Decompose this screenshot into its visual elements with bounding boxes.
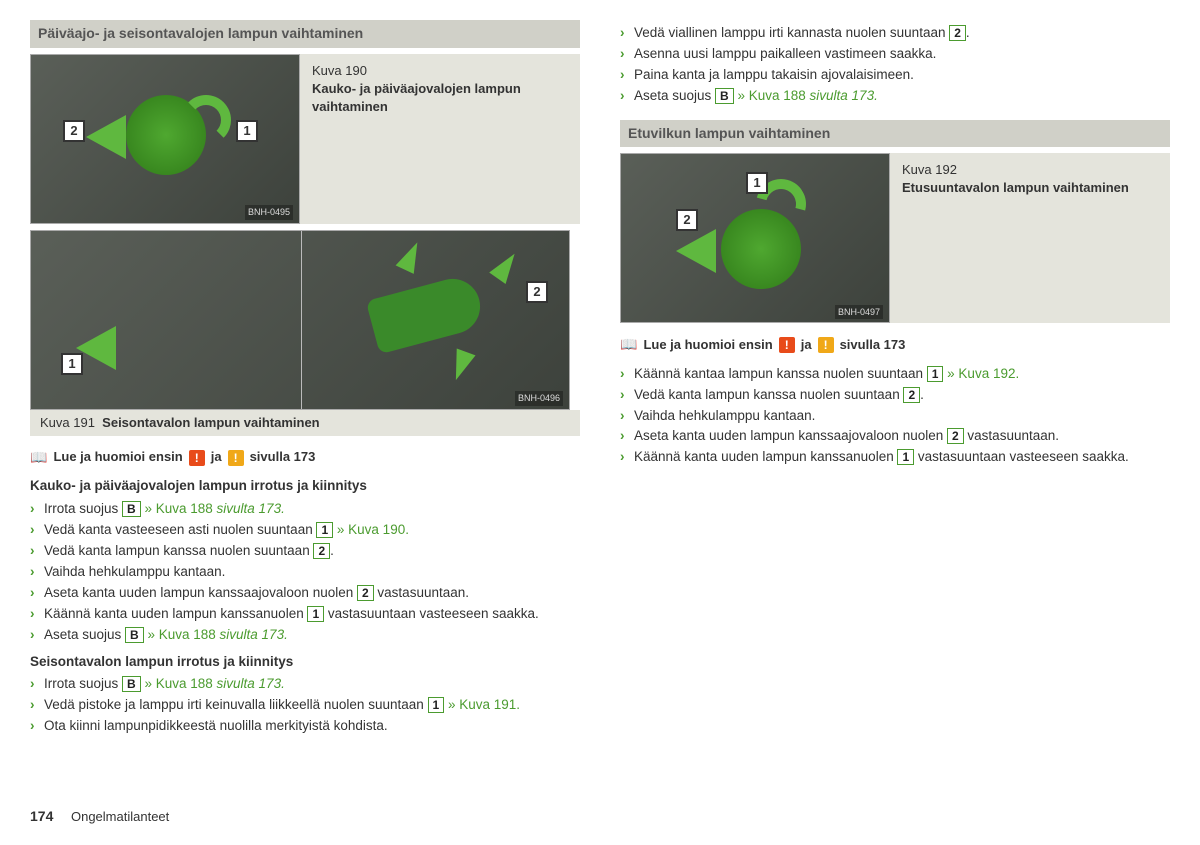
right-column: Vedä viallinen lamppu irti kannasta nuol… <box>620 20 1170 738</box>
note-prefix: Lue ja huomioi ensin <box>643 336 772 354</box>
list-item: Vaihda hehkulamppu kantaan. <box>30 563 580 582</box>
note-suffix: sivulla 173 <box>840 336 906 354</box>
callout-2: 2 <box>63 120 85 142</box>
figure-190-caption: Kuva 190 Kauko- ja päiväajovalojen lampu… <box>300 54 580 224</box>
book-icon <box>620 335 637 355</box>
list-item: Käännä kanta uuden lampun kanssanuolen 1… <box>620 448 1170 467</box>
note-suffix: sivulla 173 <box>250 448 316 466</box>
figure-label: Kuva 190 <box>312 62 568 80</box>
note-mid: ja <box>211 448 222 466</box>
steps-list-1: Irrota suojus B » Kuva 188 sivulta 173. … <box>30 500 580 644</box>
left-column: Päiväajo- ja seisontavalojen lampun vaih… <box>30 20 580 738</box>
section-header-right: Etuvilkun lampun vaihtaminen <box>620 120 1170 148</box>
figure-label: Kuva 191 <box>40 415 95 430</box>
warning-yellow-icon: ! <box>818 337 834 353</box>
note-prefix: Lue ja huomioi ensin <box>53 448 182 466</box>
subheading: Kauko- ja päiväajovalojen lampun irrotus… <box>30 477 580 496</box>
list-item: Aseta suojus B » Kuva 188 sivulta 173. <box>620 87 1170 106</box>
list-item: Vedä kanta lampun kanssa nuolen suuntaan… <box>620 386 1170 405</box>
image-code: BNH-0496 <box>515 391 563 406</box>
note-mid: ja <box>801 336 812 354</box>
figure-190-image: 1 2 BNH-0495 <box>30 54 300 224</box>
callout-1: 1 <box>61 353 83 375</box>
warning-red-icon: ! <box>779 337 795 353</box>
figure-191-image: 1 2 BNH-0496 <box>30 230 570 410</box>
steps-list-2: Irrota suojus B » Kuva 188 sivulta 173. … <box>30 675 580 736</box>
figure-192-caption: Kuva 192 Etusuuntavalon lampun vaihtamin… <box>890 153 1170 323</box>
subheading: Seisontavalon lampun irrotus ja kiinnity… <box>30 653 580 672</box>
figure-title: Kauko- ja päiväajovalojen lampun vaihtam… <box>312 80 568 116</box>
section-name: Ongelmatilanteet <box>71 809 169 824</box>
list-item: Vedä kanta lampun kanssa nuolen suuntaan… <box>30 542 580 561</box>
list-item: Aseta kanta uuden lampun kanssaajovaloon… <box>620 427 1170 446</box>
figure-192: 1 2 BNH-0497 Kuva 192 Etusuuntavalon lam… <box>620 153 1170 323</box>
list-item: Asenna uusi lamppu paikalleen vastimeen … <box>620 45 1170 64</box>
note-line-right: Lue ja huomioi ensin ! ja ! sivulla 173 <box>620 335 1170 355</box>
list-item: Käännä kanta uuden lampun kanssanuolen 1… <box>30 605 580 624</box>
figure-title: Etusuuntavalon lampun vaihtaminen <box>902 179 1158 197</box>
steps-list-top: Vedä viallinen lamppu irti kannasta nuol… <box>620 24 1170 106</box>
section-header-left: Päiväajo- ja seisontavalojen lampun vaih… <box>30 20 580 48</box>
callout-2: 2 <box>676 209 698 231</box>
page-number: 174 <box>30 808 53 824</box>
list-item: Vaihda hehkulamppu kantaan. <box>620 407 1170 426</box>
steps-list-right: Käännä kantaa lampun kanssa nuolen suunt… <box>620 365 1170 467</box>
page-footer: 174 Ongelmatilanteet <box>30 807 169 827</box>
list-item: Irrota suojus B » Kuva 188 sivulta 173. <box>30 500 580 519</box>
figure-192-image: 1 2 BNH-0497 <box>620 153 890 323</box>
image-code: BNH-0495 <box>245 205 293 220</box>
list-item: Aseta kanta uuden lampun kanssaajovaloon… <box>30 584 580 603</box>
note-line-left: Lue ja huomioi ensin ! ja ! sivulla 173 <box>30 448 580 468</box>
callout-2: 2 <box>526 281 548 303</box>
list-item: Vedä pistoke ja lamppu irti keinuvalla l… <box>30 696 580 715</box>
callout-1: 1 <box>746 172 768 194</box>
figure-label: Kuva 192 <box>902 161 1158 179</box>
warning-yellow-icon: ! <box>228 450 244 466</box>
list-item: Paina kanta ja lamppu takaisin ajovalais… <box>620 66 1170 85</box>
list-item: Käännä kantaa lampun kanssa nuolen suunt… <box>620 365 1170 384</box>
list-item: Vedä viallinen lamppu irti kannasta nuol… <box>620 24 1170 43</box>
book-icon <box>30 448 47 468</box>
figure-190: 1 2 BNH-0495 Kuva 190 Kauko- ja päiväajo… <box>30 54 580 224</box>
list-item: Aseta suojus B » Kuva 188 sivulta 173. <box>30 626 580 645</box>
figure-191-caption: Kuva 191 Seisontavalon lampun vaihtamine… <box>30 410 580 436</box>
figure-title: Seisontavalon lampun vaihtaminen <box>102 415 319 430</box>
list-item: Vedä kanta vasteeseen asti nuolen suunta… <box>30 521 580 540</box>
list-item: Ota kiinni lampunpidikkeestä nuolilla me… <box>30 717 580 736</box>
callout-1: 1 <box>236 120 258 142</box>
image-code: BNH-0497 <box>835 305 883 320</box>
list-item: Irrota suojus B » Kuva 188 sivulta 173. <box>30 675 580 694</box>
warning-red-icon: ! <box>189 450 205 466</box>
